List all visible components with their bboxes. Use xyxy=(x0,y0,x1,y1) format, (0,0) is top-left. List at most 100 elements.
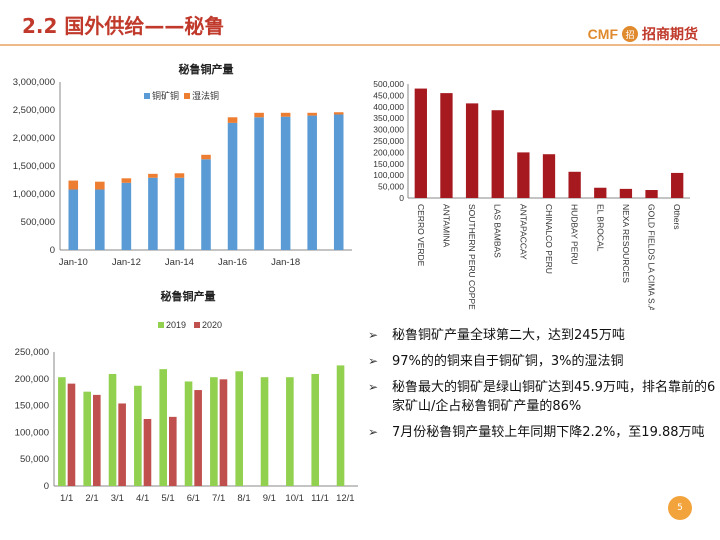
chart-title: 秘鲁铜产量 xyxy=(179,62,234,76)
legend-swatch-sxew xyxy=(184,93,190,99)
y-tick-label: 100,000 xyxy=(15,427,49,438)
bar-2019 xyxy=(134,385,142,486)
x-tick-label: ANTAMINA xyxy=(441,204,451,248)
bar-mine-output xyxy=(465,103,479,198)
x-tick-label: 8/1 xyxy=(237,493,250,504)
legend-label-2019: 2019 xyxy=(166,320,186,330)
legend-swatch-2019 xyxy=(158,322,164,328)
bullet-text: 秘鲁最大的铜矿是绿山铜矿达到45.9万吨，排名靠前的6家矿山/企占秘鲁铜矿产量的… xyxy=(392,380,716,414)
y-tick-label: 3,000,000 xyxy=(13,77,55,88)
bullet-list: ➢ 秘鲁铜矿产量全球第二大，达到245万吨 ➢ 97%的的铜来自于铜矿铜，3%的湿法… xyxy=(368,326,716,449)
bar-2019 xyxy=(311,373,319,486)
x-tick-label: 6/1 xyxy=(187,493,200,504)
bar-mine-output xyxy=(491,110,504,198)
bar-2020 xyxy=(169,416,177,486)
bar-copper-ore xyxy=(174,177,185,250)
y-tick-label: 350,000 xyxy=(373,113,404,123)
y-tick-label: 150,000 xyxy=(373,159,404,169)
y-tick-label: 200,000 xyxy=(373,147,404,157)
x-tick-label: 4/1 xyxy=(136,493,149,504)
x-tick-label: CHINALCO PERU xyxy=(544,204,554,274)
bar-2019 xyxy=(336,365,345,486)
x-tick-label: CERRO VERDE xyxy=(416,204,426,267)
arrow-bullet-icon: ➢ xyxy=(368,380,379,394)
y-tick-label: 450,000 xyxy=(373,90,404,100)
x-tick-label: 10/1 xyxy=(285,493,304,504)
y-tick-label: 100,000 xyxy=(373,170,404,180)
bar-mine-output xyxy=(619,188,633,198)
x-tick-label: NEXA RESOURCES xyxy=(621,204,631,283)
bar-copper-ore xyxy=(121,182,132,250)
x-tick-label: 2/1 xyxy=(85,493,98,504)
x-tick-label: Jan-18 xyxy=(271,257,300,268)
bar-2020 xyxy=(143,419,152,486)
x-tick-label: 3/1 xyxy=(111,493,124,504)
chart-title: 秘鲁铜产量 xyxy=(161,289,216,303)
bar-mine-output xyxy=(594,187,607,198)
y-tick-label: 1,000,000 xyxy=(13,189,55,200)
bar-copper-ore xyxy=(68,189,79,250)
slide-title: 2.2 国外供给——秘鲁 xyxy=(22,14,225,38)
x-tick-label: SOUTHERN PERU COPPER ... xyxy=(467,204,477,310)
bar-copper-ore xyxy=(227,122,238,250)
y-tick-label: 50,000 xyxy=(378,182,404,192)
x-tick-label: 12/1 xyxy=(336,493,355,504)
logo-cn-text: 招商期货 xyxy=(642,27,698,43)
bar-sxew xyxy=(68,180,79,190)
bar-2019 xyxy=(108,373,117,486)
legend-swatch-2020 xyxy=(194,322,200,328)
bar-mine-output xyxy=(645,190,658,198)
x-tick-label: Others xyxy=(672,204,682,230)
bar-2020 xyxy=(67,383,76,486)
y-tick-label: 0 xyxy=(50,245,55,256)
y-tick-label: 400,000 xyxy=(373,102,404,112)
bar-2019 xyxy=(260,377,269,486)
bar-sxew xyxy=(227,117,238,123)
company-logo: CMF 招 招商期货 xyxy=(588,24,698,44)
bullet-item: ➢ 7月份秘鲁铜产量较上年同期下降2.2%，至19.88万吨 xyxy=(368,423,716,442)
bar-copper-ore xyxy=(333,114,344,250)
bar-2020 xyxy=(194,390,202,486)
bar-copper-ore xyxy=(201,159,211,250)
peru-copper-monthly-chart: 秘鲁铜产量 2019 2020 0 50,000 100,000 150,000 200,00… xyxy=(15,289,358,504)
y-tick-label: 200,000 xyxy=(15,374,49,385)
arrow-bullet-icon: ➢ xyxy=(368,354,379,368)
bar-mine-output xyxy=(671,172,684,198)
x-tick-label: 5/1 xyxy=(161,493,174,504)
bar-sxew xyxy=(333,112,344,115)
bar-copper-ore xyxy=(307,115,317,250)
bar-2019 xyxy=(58,377,66,486)
bar-mine-output xyxy=(542,154,556,198)
bar-mine-output xyxy=(568,171,581,198)
legend-label-copper-ore: 铜矿铜 xyxy=(152,90,179,101)
bar-sxew xyxy=(121,178,132,183)
bar-sxew xyxy=(95,181,105,190)
bar-2020 xyxy=(118,403,126,486)
x-tick-label: LAS BAMBAS xyxy=(493,204,503,258)
bullet-text: 97%的的铜来自于铜矿铜，3%的湿法铜 xyxy=(392,354,624,369)
bar-2019 xyxy=(210,377,218,486)
x-tick-label: Jan-10 xyxy=(59,257,88,268)
bullet-item: ➢ 97%的的铜来自于铜矿铜，3%的湿法铜 xyxy=(368,352,716,371)
logo-cmf-text: CMF xyxy=(587,26,618,42)
bar-sxew xyxy=(148,173,158,178)
x-tick-label: Jan-12 xyxy=(112,257,141,268)
page-number-badge: 5 xyxy=(668,496,692,520)
bar-sxew xyxy=(307,112,317,116)
bar-sxew xyxy=(280,112,291,117)
arrow-bullet-icon: ➢ xyxy=(368,425,379,439)
x-tick-label: ANTAPACCAY xyxy=(518,204,528,260)
bullet-item: ➢ 秘鲁铜矿产量全球第二大，达到245万吨 xyxy=(368,326,716,345)
bar-2019 xyxy=(83,391,91,486)
x-tick-label: Jan-16 xyxy=(218,257,247,268)
arrow-bullet-icon: ➢ xyxy=(368,328,379,342)
bar-mine-output xyxy=(414,88,427,198)
y-tick-label: 2,000,000 xyxy=(13,133,55,144)
y-tick-label: 0 xyxy=(399,193,404,203)
x-tick-label: HUDBAY PERU xyxy=(570,204,580,265)
legend-swatch-copper-ore xyxy=(144,93,150,99)
y-tick-label: 150,000 xyxy=(15,401,49,412)
bar-sxew xyxy=(174,173,185,178)
y-tick-label: 500,000 xyxy=(21,217,55,228)
